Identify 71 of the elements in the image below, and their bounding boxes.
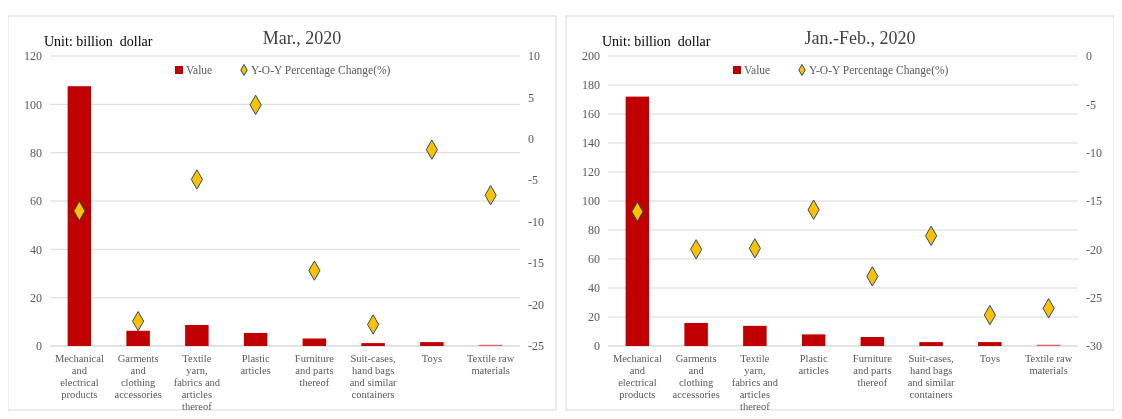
x-tick-label: Textile raw materials (1024, 353, 1073, 376)
y-tick-label: 200 (582, 49, 600, 64)
bar (420, 342, 444, 346)
y2-tick-label: -10 (1086, 145, 1102, 160)
x-tick-label: Plastic articles (240, 353, 271, 376)
legend-label: Value (744, 64, 771, 77)
bar (67, 86, 92, 346)
x-tick-label: Textile yarn, fabrics and articles thereof (173, 353, 221, 412)
y-tick-label: 120 (582, 165, 600, 180)
y2-tick-label: -10 (528, 214, 544, 229)
y-tick-label: 140 (582, 136, 600, 151)
y-tick-label: 40 (30, 242, 42, 257)
y2-tick-label: -30 (1086, 339, 1102, 354)
bar (302, 338, 327, 346)
bar (978, 342, 1002, 346)
y-tick-label: 20 (588, 310, 600, 325)
x-tick-label: Suit-cases, hand bags and similar containers (349, 353, 398, 400)
y2-tick-label: -5 (1086, 97, 1096, 112)
x-tick-label: Suit-cases, hand bags and similar containers (907, 353, 956, 400)
y-tick-label: 0 (36, 339, 42, 354)
x-tick-label: Toys (421, 353, 443, 364)
x-tick-label: Mechanical and electrical products (612, 353, 662, 400)
y-tick-label: 100 (582, 194, 600, 209)
y-tick-label: 20 (30, 290, 42, 305)
y-tick-label: 120 (24, 49, 42, 64)
x-tick-label: Plastic articles (798, 353, 829, 376)
x-tick-label: Furniture and parts thereof (852, 353, 893, 388)
bar (185, 324, 209, 346)
x-tick-label: Toys (979, 353, 1001, 364)
y2-tick-label: 5 (528, 90, 534, 105)
y2-tick-label: 10 (528, 49, 540, 64)
x-tick-label: Garments and clothing accessories (114, 353, 162, 400)
y2-tick-label: -20 (1086, 242, 1102, 257)
bar (743, 325, 767, 346)
chart-title: Mar., 2020 (262, 28, 342, 48)
x-tick-label: Textile yarn, fabrics and articles thereof (731, 353, 779, 412)
text: Unit: billion dollar (44, 34, 153, 49)
bar (801, 334, 826, 346)
legend-label: Value (186, 64, 213, 77)
text: Unit: billion dollar (602, 34, 711, 49)
legend-label: Y-O-Y Percentage Change(%) (251, 64, 391, 78)
y2-tick-label: -25 (1086, 290, 1102, 305)
chart-title: Jan.-Feb., 2020 (804, 28, 916, 48)
bar (126, 330, 150, 346)
bar (919, 342, 943, 346)
bar (361, 343, 385, 346)
y-tick-label: 40 (588, 281, 600, 296)
bar (684, 322, 708, 346)
y-tick-label: 60 (30, 194, 42, 209)
legend-label: Y-O-Y Percentage Change(%) (809, 64, 949, 78)
x-tick-label: Textile raw materials (466, 353, 515, 376)
y-tick-label: 160 (582, 107, 600, 122)
y-tick-label: 0 (594, 339, 600, 354)
x-tick-label: Furniture and parts thereof (294, 353, 335, 388)
x-tick-label: Garments and clothing accessories (672, 353, 720, 400)
bar (243, 332, 268, 346)
y-tick-label: 60 (588, 252, 600, 267)
y2-tick-label: -20 (528, 297, 544, 312)
y-tick-label: 100 (24, 97, 42, 112)
y-tick-label: 80 (588, 223, 600, 238)
y-tick-label: 180 (582, 78, 600, 93)
y2-tick-label: 0 (1086, 49, 1092, 64)
y2-tick-label: -5 (528, 173, 538, 188)
y2-tick-label: -25 (528, 339, 544, 354)
bar (625, 96, 650, 346)
y2-tick-label: 0 (528, 132, 534, 147)
y2-tick-label: -15 (1086, 194, 1102, 209)
y2-tick-label: -15 (528, 256, 544, 271)
y-tick-label: 80 (30, 145, 42, 160)
x-tick-label: Mechanical and electrical products (54, 353, 104, 400)
bar (860, 337, 885, 346)
